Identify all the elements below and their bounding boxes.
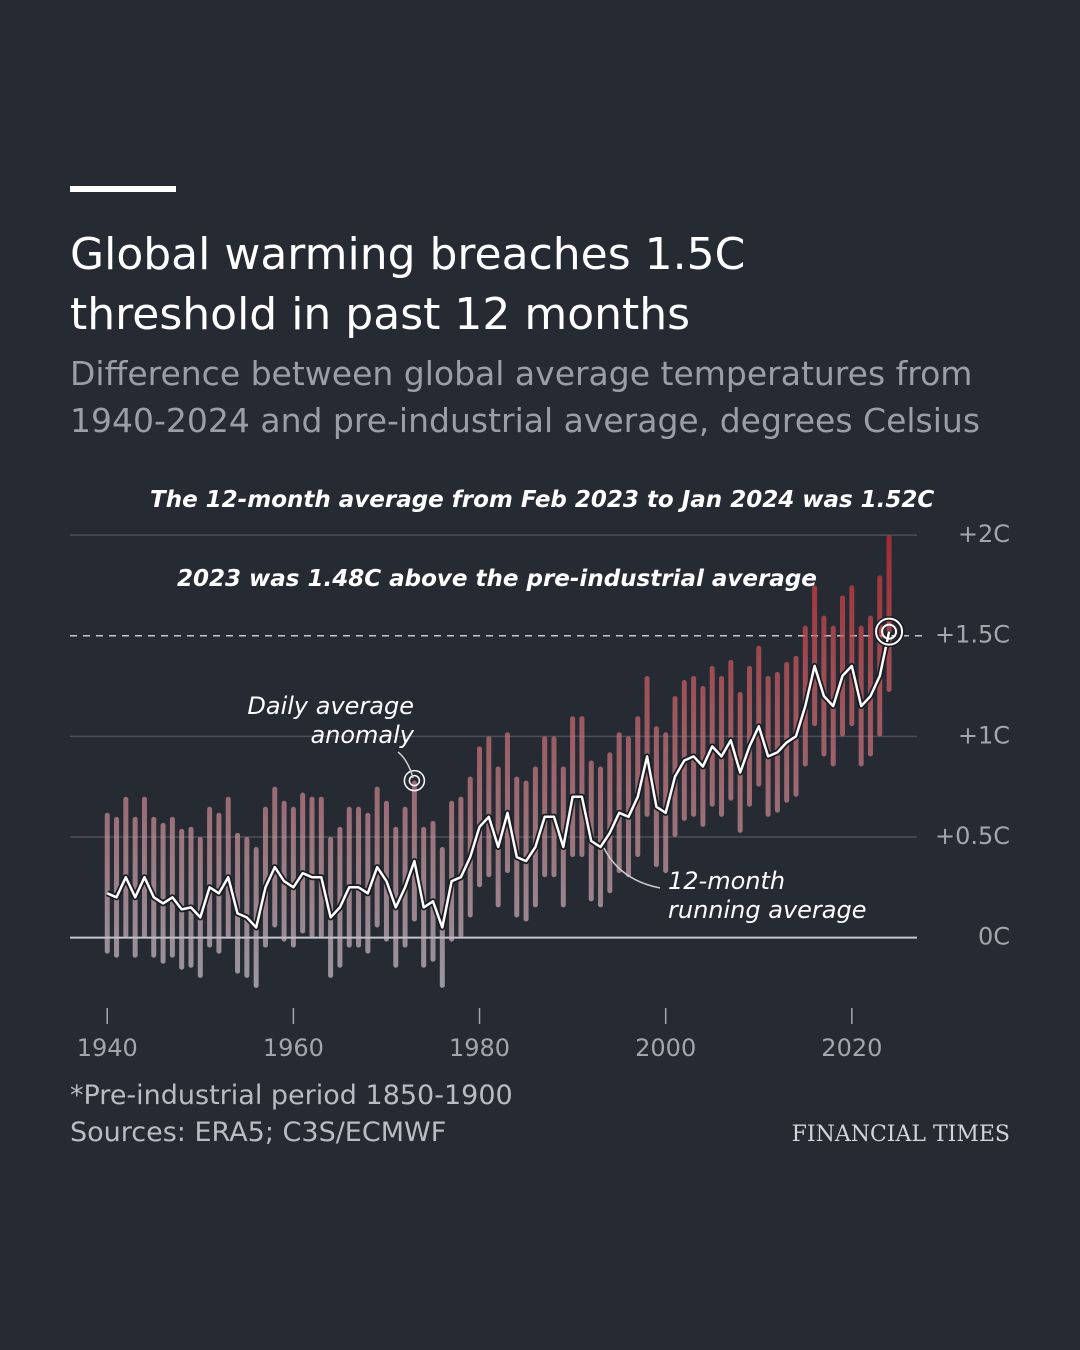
- daily-range: [867, 615, 873, 757]
- daily-range: [179, 828, 185, 970]
- daily-range: [411, 780, 417, 922]
- daily-range: [374, 786, 380, 928]
- daily-range: [356, 806, 362, 948]
- daily-range: [244, 836, 250, 978]
- daily-range: [430, 820, 436, 962]
- daily-range: [616, 732, 622, 874]
- y-tick-label: +1C: [958, 721, 1010, 749]
- x-tick-label: 1940: [77, 1034, 138, 1062]
- daily-range: [746, 665, 752, 807]
- leader-line: [397, 751, 414, 779]
- chart-title: Global warming breaches 1.5C threshold i…: [70, 229, 746, 340]
- series-label: Daily average anomaly: [247, 692, 414, 749]
- daily-range: [774, 671, 780, 813]
- daily-range: [402, 806, 408, 948]
- daily-range: [458, 796, 464, 938]
- daily-range: [598, 766, 604, 908]
- highlight-ring: [875, 617, 904, 646]
- daily-range: [477, 746, 483, 888]
- daily-range: [160, 822, 166, 964]
- x-tick-label: 2000: [635, 1034, 696, 1062]
- daily-range: [728, 659, 734, 801]
- daily-range: [523, 780, 529, 922]
- daily-range: [262, 806, 268, 948]
- daily-range: [709, 665, 715, 807]
- highlight-point: [881, 623, 898, 640]
- daily-range: [114, 816, 120, 958]
- daily-range: [691, 675, 697, 817]
- daily-range: [309, 796, 315, 938]
- daily-range: [123, 796, 129, 938]
- daily-range: [151, 816, 157, 958]
- daily-range: [290, 806, 296, 948]
- daily-range: [141, 796, 147, 938]
- daily-range: [625, 736, 631, 878]
- daily-range: [104, 812, 110, 954]
- daily-range: [449, 800, 455, 942]
- y-tick-label: +0.5C: [935, 822, 1010, 850]
- highlight-point: [408, 774, 421, 787]
- daily-range: [300, 792, 306, 934]
- highlight-ring: [403, 769, 426, 792]
- brand: FINANCIAL TIMES: [791, 1122, 1010, 1147]
- daily-range: [812, 585, 818, 727]
- daily-range: [784, 661, 790, 803]
- daily-range: [681, 679, 687, 821]
- daily-range: [672, 696, 678, 837]
- daily-range: [346, 806, 352, 948]
- daily-range: [570, 716, 576, 858]
- daily-range: [188, 826, 194, 968]
- chart-subtitle: Difference between global average temper…: [70, 354, 981, 440]
- daily-range: [849, 585, 855, 727]
- daily-range: [551, 736, 557, 878]
- leader-line: [603, 847, 661, 889]
- x-tick-label: 2020: [821, 1034, 882, 1062]
- daily-range: [504, 732, 510, 874]
- note: *Pre-industrial period 1850-1900: [70, 1080, 513, 1111]
- daily-range: [607, 752, 613, 894]
- daily-range: [393, 826, 399, 968]
- x-tick-label: 1980: [449, 1034, 510, 1062]
- series-label: 12-month running average: [668, 867, 867, 924]
- y-tick-label: +1.5C: [935, 621, 1010, 649]
- daily-range: [877, 575, 883, 737]
- annotation: 2023 was 1.48C above the pre-industrial …: [177, 566, 817, 592]
- daily-range: [216, 812, 222, 954]
- daily-range: [272, 786, 278, 928]
- daily-range: [281, 800, 287, 942]
- daily-range: [579, 716, 585, 858]
- daily-range: [886, 535, 892, 693]
- daily-range: [383, 800, 389, 942]
- daily-range: [318, 796, 324, 938]
- daily-range: [719, 675, 725, 817]
- daily-range: [700, 686, 706, 827]
- daily-range: [756, 645, 762, 787]
- daily-range: [486, 736, 492, 878]
- daily-range: [644, 675, 650, 817]
- daily-range: [840, 595, 846, 737]
- daily-range: [365, 812, 371, 954]
- header-bar: [70, 186, 176, 192]
- annotation: The 12-month average from Feb 2023 to Ja…: [150, 487, 935, 513]
- daily-range: [132, 816, 138, 958]
- y-tick-label: +2C: [958, 520, 1010, 548]
- daily-range: [542, 736, 548, 878]
- daily-range: [225, 796, 231, 938]
- daily-range: [337, 826, 343, 968]
- x-tick-label: 1960: [263, 1034, 324, 1062]
- running-average-line: [106, 631, 891, 929]
- source: Sources: ERA5; C3S/ECMWF: [70, 1117, 447, 1148]
- daily-range: [207, 806, 213, 948]
- daily-range: [169, 816, 175, 958]
- y-tick-label: 0C: [978, 923, 1010, 951]
